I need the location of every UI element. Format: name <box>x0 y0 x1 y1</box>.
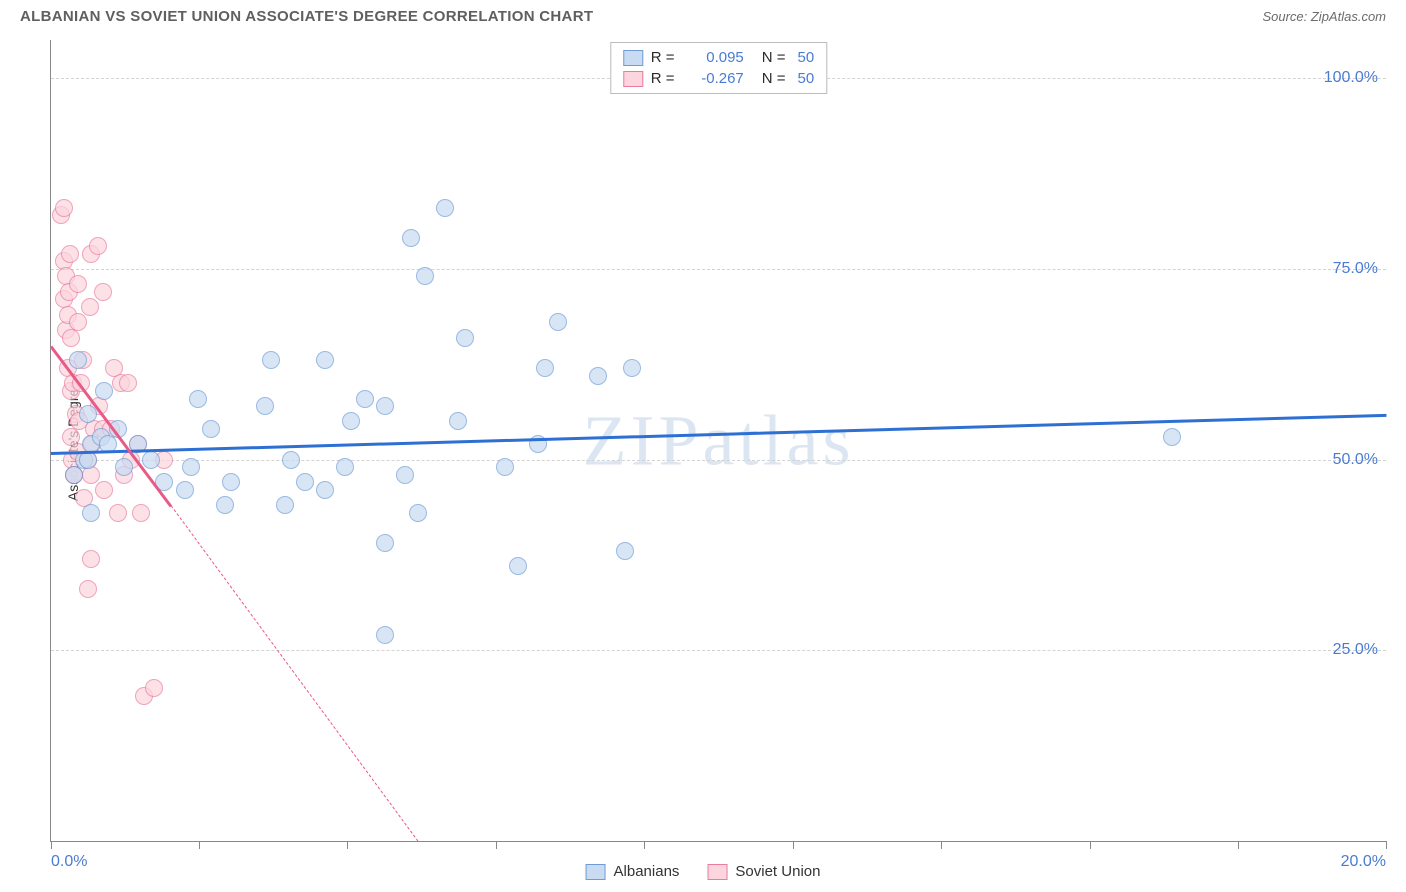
xtick <box>199 841 200 849</box>
xtick <box>1386 841 1387 849</box>
legend-label-albanians: Albanians <box>614 863 680 880</box>
data-point-albanians <box>65 466 83 484</box>
data-point-albanians <box>623 359 641 377</box>
data-point-albanians <box>69 351 87 369</box>
data-point-albanians <box>282 451 300 469</box>
data-point-albanians <box>376 397 394 415</box>
r-value-soviet: -0.267 <box>689 70 744 87</box>
data-point-albanians <box>436 199 454 217</box>
data-point-albanians <box>616 542 634 560</box>
xtick <box>51 841 52 849</box>
xtick <box>644 841 645 849</box>
legend-row-soviet: R = -0.267 N = 50 <box>623 68 814 89</box>
data-point-soviet <box>89 237 107 255</box>
xtick <box>347 841 348 849</box>
data-point-albanians <box>276 496 294 514</box>
data-point-albanians <box>296 473 314 491</box>
data-point-soviet <box>79 580 97 598</box>
data-point-albanians <box>216 496 234 514</box>
trend-line <box>51 414 1386 455</box>
data-point-soviet <box>132 504 150 522</box>
data-point-soviet <box>95 481 113 499</box>
legend-label-soviet: Soviet Union <box>735 863 820 880</box>
xtick <box>1090 841 1091 849</box>
xtick <box>793 841 794 849</box>
data-point-albanians <box>256 397 274 415</box>
r-label: R = <box>651 70 681 87</box>
data-point-albanians <box>222 473 240 491</box>
data-point-albanians <box>456 329 474 347</box>
r-value-albanians: 0.095 <box>689 49 744 66</box>
xtick <box>496 841 497 849</box>
data-point-albanians <box>396 466 414 484</box>
data-point-soviet <box>82 550 100 568</box>
n-label: N = <box>762 49 786 66</box>
data-point-albanians <box>402 229 420 247</box>
data-point-albanians <box>176 481 194 499</box>
data-point-albanians <box>342 412 360 430</box>
legend-item-soviet: Soviet Union <box>707 863 820 880</box>
data-point-albanians <box>356 390 374 408</box>
data-point-soviet <box>94 283 112 301</box>
data-point-albanians <box>202 420 220 438</box>
data-point-albanians <box>536 359 554 377</box>
r-label: R = <box>651 49 681 66</box>
data-point-soviet <box>69 275 87 293</box>
data-point-albanians <box>142 451 160 469</box>
data-point-albanians <box>549 313 567 331</box>
swatch-albanians-icon <box>586 864 606 880</box>
data-point-albanians <box>182 458 200 476</box>
data-point-albanians <box>376 626 394 644</box>
data-point-albanians <box>115 458 133 476</box>
gridline <box>51 269 1386 270</box>
data-point-soviet <box>69 313 87 331</box>
gridline <box>51 460 1386 461</box>
data-point-albanians <box>409 504 427 522</box>
data-point-albanians <box>336 458 354 476</box>
xtick <box>1238 841 1239 849</box>
n-value-soviet: 50 <box>798 70 815 87</box>
ytick-label: 75.0% <box>1333 260 1378 278</box>
data-point-soviet <box>61 245 79 263</box>
data-point-albanians <box>316 351 334 369</box>
chart-area: ZIPatlas Associate's Degree 25.0%50.0%75… <box>50 40 1386 842</box>
data-point-soviet <box>119 374 137 392</box>
series-legend: Albanians Soviet Union <box>586 863 821 880</box>
correlation-legend: R = 0.095 N = 50 R = -0.267 N = 50 <box>610 42 827 94</box>
data-point-soviet <box>145 679 163 697</box>
data-point-albanians <box>416 267 434 285</box>
xtick <box>941 841 942 849</box>
data-point-albanians <box>509 557 527 575</box>
ytick-label: 25.0% <box>1333 641 1378 659</box>
data-point-albanians <box>496 458 514 476</box>
data-point-albanians <box>262 351 280 369</box>
data-point-albanians <box>449 412 467 430</box>
data-point-soviet <box>55 199 73 217</box>
n-value-albanians: 50 <box>798 49 815 66</box>
data-point-albanians <box>589 367 607 385</box>
swatch-soviet-icon <box>623 71 643 87</box>
data-point-soviet <box>109 504 127 522</box>
swatch-soviet-icon <box>707 864 727 880</box>
legend-item-albanians: Albanians <box>586 863 680 880</box>
n-label: N = <box>762 70 786 87</box>
data-point-albanians <box>316 481 334 499</box>
xtick-label: 20.0% <box>1341 853 1386 871</box>
data-point-albanians <box>95 382 113 400</box>
legend-row-albanians: R = 0.095 N = 50 <box>623 47 814 68</box>
gridline <box>51 650 1386 651</box>
chart-title: ALBANIAN VS SOVIET UNION ASSOCIATE'S DEG… <box>20 8 593 25</box>
data-point-albanians <box>376 534 394 552</box>
data-point-soviet <box>81 298 99 316</box>
trend-line <box>171 506 419 842</box>
data-point-albanians <box>1163 428 1181 446</box>
xtick-label: 0.0% <box>51 853 87 871</box>
source-label: Source: ZipAtlas.com <box>1262 9 1386 24</box>
ytick-label: 50.0% <box>1333 451 1378 469</box>
data-point-albanians <box>189 390 207 408</box>
swatch-albanians-icon <box>623 50 643 66</box>
ytick-label: 100.0% <box>1324 69 1378 87</box>
data-point-albanians <box>82 504 100 522</box>
